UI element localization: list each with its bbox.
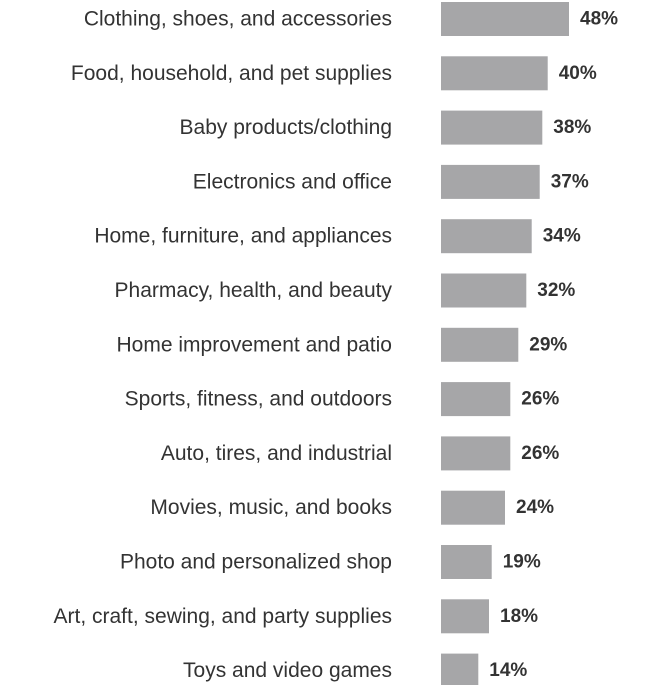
category-label: Home, furniture, and appliances xyxy=(94,225,392,248)
value-label: 29% xyxy=(529,334,567,355)
category-label: Photo and personalized shop xyxy=(120,551,392,574)
category-label: Art, craft, sewing, and party supplies xyxy=(54,605,393,628)
bar xyxy=(441,382,511,417)
category-label: Pharmacy, health, and beauty xyxy=(115,279,393,302)
bar xyxy=(441,490,505,525)
bar xyxy=(441,219,532,254)
bars-group xyxy=(441,2,569,685)
value-label: 37% xyxy=(551,171,589,192)
category-label: Auto, tires, and industrial xyxy=(161,442,392,465)
value-label: 40% xyxy=(559,63,597,84)
bar xyxy=(441,436,511,471)
category-label: Clothing, shoes, and accessories xyxy=(84,8,392,31)
bar xyxy=(441,327,519,362)
bar xyxy=(441,273,527,308)
value-label: 34% xyxy=(543,226,581,247)
value-label: 18% xyxy=(500,606,538,627)
category-labels-group: Clothing, shoes, and accessories Food, ho… xyxy=(54,8,393,683)
bar xyxy=(441,545,492,579)
bar xyxy=(441,653,479,685)
value-labels-group: 48% 40% 38% 37% 34% 32% 29% 26% 26% 24% 19% 18% 14% xyxy=(489,9,618,682)
category-label: Food, household, and pet supplies xyxy=(71,62,392,85)
category-label: Movies, music, and books xyxy=(150,496,392,519)
value-label: 32% xyxy=(537,280,575,301)
value-label: 38% xyxy=(553,117,591,138)
bar xyxy=(441,164,540,199)
value-label: 24% xyxy=(516,497,554,518)
bar xyxy=(441,56,548,91)
category-label: Toys and video games xyxy=(183,659,392,682)
category-label: Baby products/clothing xyxy=(180,116,392,139)
value-label: 26% xyxy=(521,443,559,464)
category-label: Home improvement and patio xyxy=(117,333,392,356)
bar xyxy=(441,599,489,634)
category-label: Sports, fitness, and outdoors xyxy=(125,388,392,411)
value-label: 14% xyxy=(489,660,527,681)
bar xyxy=(441,2,569,36)
bar xyxy=(441,110,543,145)
value-label: 19% xyxy=(503,552,541,573)
value-label: 26% xyxy=(521,389,559,410)
category-label: Electronics and office xyxy=(193,170,392,193)
value-label: 48% xyxy=(580,9,618,30)
